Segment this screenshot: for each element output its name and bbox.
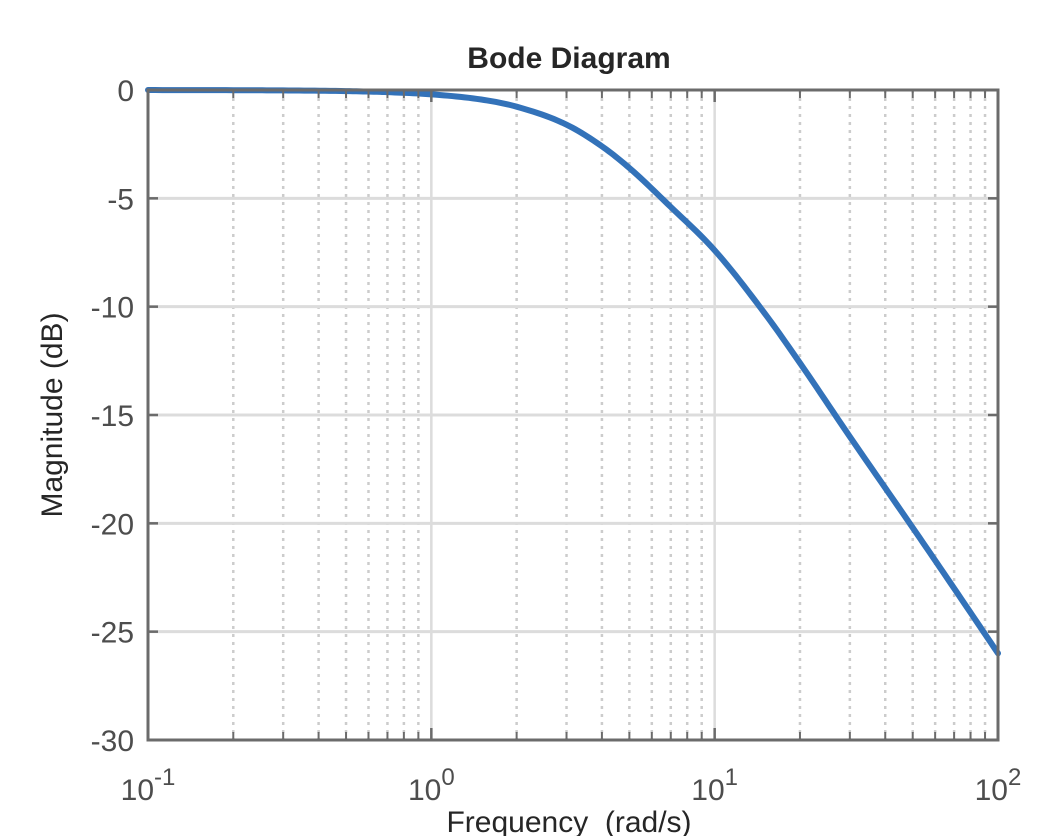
y-tick-label: -30 — [91, 725, 134, 758]
y-tick-label: -10 — [91, 292, 134, 325]
x-tick-label: 101 — [691, 764, 738, 807]
y-tick-label: -25 — [91, 617, 134, 650]
y-tick-label: -15 — [91, 400, 134, 433]
x-axis-label: Frequency (rad/s) — [446, 806, 691, 836]
plot-frame — [146, 88, 1000, 742]
x-tick-label: 102 — [975, 764, 1022, 807]
y-tick-label: -5 — [107, 183, 134, 216]
y-axis-label: Magnitude (dB) — [36, 312, 69, 517]
x-tick-label: 100 — [408, 764, 455, 807]
y-tick-label: -20 — [91, 508, 134, 541]
x-tick-label: 10-1 — [121, 764, 176, 807]
tick-labels: 10-1 100 101 102 0 -5 -10 -15 -20 -25 -30 — [91, 75, 1022, 807]
chart-title: Bode Diagram — [467, 42, 670, 75]
y-tick-label: 0 — [117, 75, 134, 108]
axes-frame — [146, 88, 1000, 742]
